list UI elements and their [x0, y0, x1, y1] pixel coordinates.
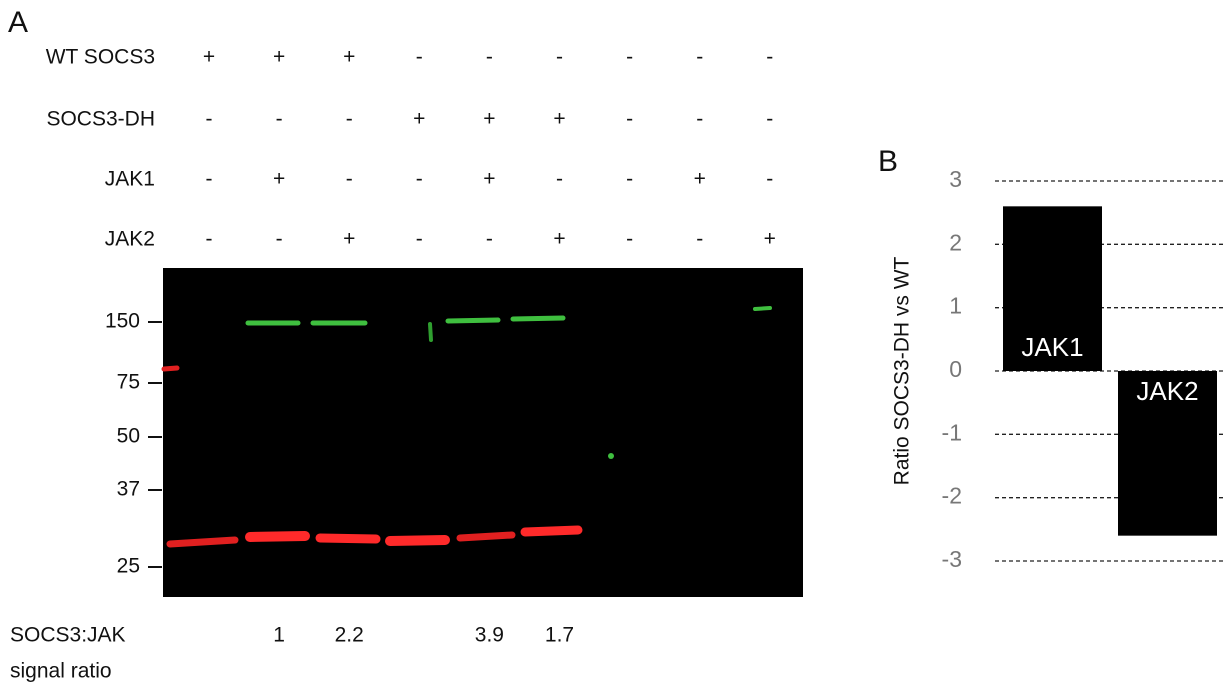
sign: - [276, 108, 283, 131]
y-tick-label: 1 [949, 293, 962, 319]
sign: - [416, 46, 423, 69]
category-label: JAK1 [1021, 332, 1083, 362]
sign: - [416, 228, 423, 251]
ratio: 3.9 [475, 624, 504, 647]
y-tick-label: -3 [942, 546, 962, 572]
figure: A WT SOCS3 + + + - - - - - - SOCS3-DH - - - + + + - - - JAK1… [0, 0, 1230, 688]
sign: - [766, 168, 773, 191]
sign: + [273, 168, 285, 191]
sign: - [626, 46, 633, 69]
sign: - [766, 108, 773, 131]
sign: + [343, 46, 355, 69]
sign: + [413, 108, 425, 131]
row-label: JAK2 [105, 228, 155, 251]
sign: + [203, 46, 215, 69]
sign: - [486, 46, 493, 69]
panel-label: B [878, 145, 898, 178]
sign: - [346, 168, 353, 191]
sign: - [486, 228, 493, 251]
marker-label: 50 [117, 425, 140, 448]
sign: - [556, 46, 563, 69]
marker-label: 25 [117, 555, 140, 578]
row-label: JAK1 [105, 168, 155, 191]
marker-label: 75 [117, 371, 140, 394]
y-tick-label: 3 [949, 166, 962, 192]
row-label: WT SOCS3 [46, 46, 155, 69]
sign: + [483, 108, 495, 131]
sign: - [626, 228, 633, 251]
sign: - [556, 168, 563, 191]
sign: + [273, 46, 285, 69]
sign: - [206, 228, 213, 251]
ratio-label: signal ratio [10, 660, 112, 683]
sign: + [483, 168, 495, 191]
sign: - [416, 168, 423, 191]
sign: - [626, 108, 633, 131]
y-tick-label: 0 [949, 356, 962, 382]
sign: - [696, 46, 703, 69]
sign: + [764, 228, 776, 251]
sign: - [346, 108, 353, 131]
y-tick-label: -1 [942, 419, 962, 445]
y-tick-label: 2 [949, 229, 962, 255]
sign: - [626, 168, 633, 191]
row-label: SOCS3-DH [46, 108, 155, 131]
sign: + [694, 168, 706, 191]
sign: + [343, 228, 355, 251]
sign: - [276, 228, 283, 251]
ratio: 1.7 [545, 624, 574, 647]
ratio-label: SOCS3:JAK [10, 624, 126, 647]
sign: - [696, 108, 703, 131]
sign: + [553, 108, 565, 131]
panel-label: A [8, 6, 28, 39]
marker-label: 37 [117, 478, 140, 501]
y-axis-label: Ratio SOCS3-DH vs WT [891, 256, 914, 485]
sign: - [206, 108, 213, 131]
sign: - [696, 228, 703, 251]
ratio: 2.2 [335, 624, 364, 647]
blot [163, 268, 803, 597]
marker-label: 150 [105, 310, 140, 333]
sign: - [766, 46, 773, 69]
category-label: JAK2 [1136, 376, 1198, 406]
y-tick-label: -2 [942, 483, 962, 509]
sign: + [553, 228, 565, 251]
sign: - [206, 168, 213, 191]
ratio: 1 [273, 624, 285, 647]
